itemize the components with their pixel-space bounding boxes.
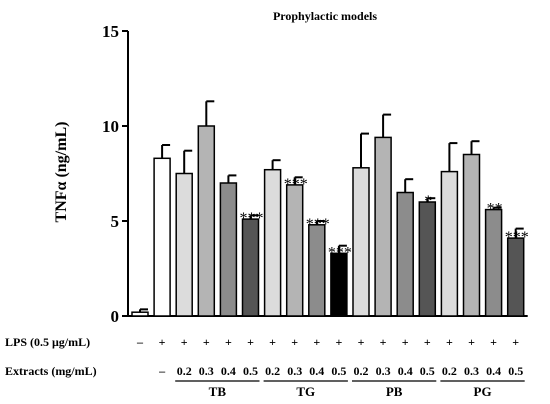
extract-cell: 0.4	[398, 364, 413, 378]
significance-marker: *	[424, 193, 432, 210]
extract-cell: 0.4	[486, 364, 501, 378]
lps-cell: +	[402, 335, 409, 349]
bar	[396, 191, 414, 317]
lps-cell: +	[424, 335, 431, 349]
bar	[352, 167, 370, 317]
y-axis-label: TNFα (ng/mL)	[53, 122, 70, 223]
condition-rows: – + – +0.2 +0.3 +0.4 +0.5 +0.2 +0.3 +0.4 +0.5 +0.2 +…	[136, 335, 523, 378]
extract-cell: 0.4	[309, 364, 324, 378]
bar	[330, 252, 348, 317]
lps-cell: +	[247, 335, 254, 349]
significance-marker: ***	[328, 244, 352, 261]
extract-cell: 0.3	[464, 364, 479, 378]
lps-cell: +	[313, 335, 320, 349]
lps-cell: +	[225, 335, 232, 349]
extract-cell: 0.3	[287, 364, 302, 378]
extract-cell: 0.2	[354, 364, 369, 378]
bar	[418, 201, 437, 317]
y-tick-label: 0	[111, 307, 120, 326]
extract-cell: 0.3	[376, 364, 391, 378]
bar	[308, 224, 326, 317]
lps-row-label: LPS (0.5 μg/mL)	[5, 335, 90, 349]
lps-cell: +	[335, 335, 342, 349]
group-brackets: TB TG PB PG	[175, 380, 525, 399]
bar	[374, 136, 392, 317]
bar	[440, 170, 459, 317]
significance-marker: ***	[306, 216, 330, 233]
extract-cell: 0.2	[442, 364, 457, 378]
lps-cell: +	[358, 335, 365, 349]
extracts-row-label: Extracts (mg/mL)	[5, 364, 97, 378]
bar	[263, 168, 282, 317]
chart-title: Prophylactic models	[273, 9, 377, 23]
extract-cell: 0.2	[177, 364, 192, 378]
extract-cell: –	[158, 364, 166, 378]
significance-marker: **	[487, 201, 503, 218]
lps-cell: +	[468, 335, 475, 349]
bar	[219, 182, 238, 317]
bar	[462, 153, 481, 317]
significance-marker: ***	[505, 229, 529, 246]
extract-cell: 0.3	[199, 364, 214, 378]
bar	[175, 172, 193, 317]
bar	[506, 237, 525, 317]
bar	[241, 218, 260, 317]
lps-cell: +	[159, 335, 166, 349]
lps-cell: +	[269, 335, 276, 349]
bar	[484, 208, 503, 317]
group-label: PG	[474, 384, 492, 399]
extract-cell: 0.5	[331, 364, 346, 378]
axes: 0 5 10 15	[102, 22, 528, 326]
bar	[285, 184, 304, 317]
extract-cell: 0.4	[221, 364, 236, 378]
y-tick-label: 15	[102, 22, 119, 41]
bar	[153, 157, 171, 317]
extract-cell: 0.5	[508, 364, 523, 378]
lps-cell: +	[446, 335, 453, 349]
lps-cell: –	[136, 335, 144, 349]
lps-cell: +	[380, 335, 387, 349]
bar	[197, 125, 216, 317]
bar-marks: ************* *****	[131, 100, 529, 317]
group-label: TB	[209, 384, 227, 399]
lps-cell: +	[490, 335, 497, 349]
lps-cell: +	[203, 335, 210, 349]
bar	[131, 311, 149, 317]
lps-cell: +	[291, 335, 298, 349]
significance-marker: ***	[240, 210, 264, 227]
extract-cell: 0.5	[243, 364, 258, 378]
lps-cell: +	[512, 335, 519, 349]
y-tick-label: 10	[102, 117, 119, 136]
group-label: TG	[296, 384, 315, 399]
extract-cell: 0.5	[420, 364, 435, 378]
y-tick-label: 5	[111, 212, 120, 231]
significance-marker: ***	[284, 176, 308, 193]
lps-cell: +	[181, 335, 188, 349]
group-label: PB	[386, 384, 403, 399]
extract-cell: 0.2	[265, 364, 280, 378]
